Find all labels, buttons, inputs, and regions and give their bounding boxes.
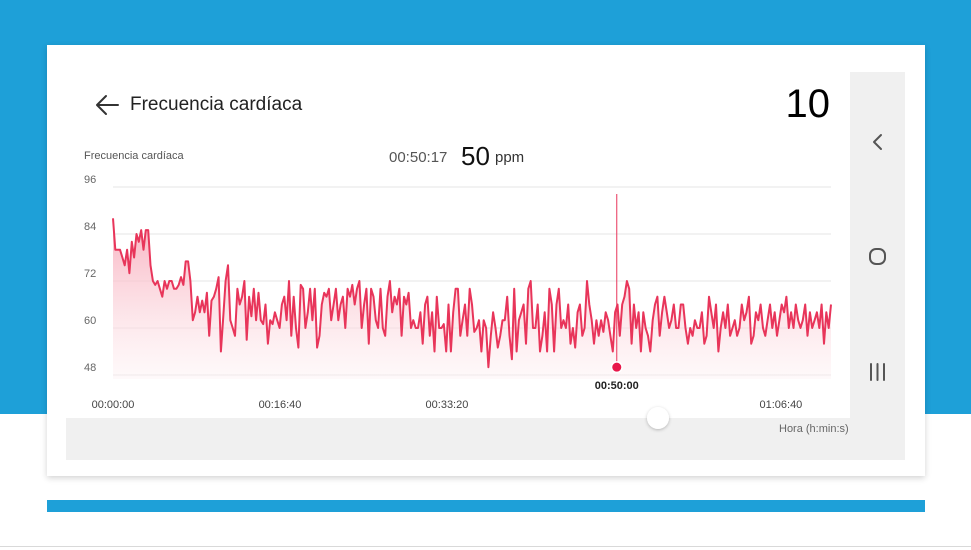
y-tick-label: 96: [84, 174, 96, 186]
nav-home-button[interactable]: [850, 237, 905, 277]
phone-screen: 96 84 72 60 48 00:00:00 00:16:40 00:33:20 01:06…: [66, 72, 905, 460]
y-tick-label: 72: [84, 268, 96, 280]
x-tick-label: 00:16:40: [259, 399, 302, 411]
readout-unit: ppm: [495, 149, 525, 166]
selected-point: [612, 362, 622, 372]
navigation-bar: [850, 72, 905, 460]
page-title: Frecuencia cardíaca: [130, 94, 303, 115]
x-axis-title: Hora (h:min:s): [779, 423, 849, 435]
x-tick-label: 01:06:40: [759, 399, 802, 411]
x-tick-label: 00:00:00: [92, 399, 135, 411]
heart-rate-chart: 96 84 72 60 48 00:00:00 00:16:40 00:33:20 01:06…: [84, 174, 832, 429]
circle-home-icon: [869, 248, 886, 265]
page-number: 10: [785, 82, 831, 126]
nav-back-button[interactable]: [850, 122, 905, 162]
y-tick-label: 84: [84, 221, 96, 233]
y-tick-label: 48: [84, 362, 96, 374]
nav-recent-apps-button[interactable]: [850, 352, 905, 392]
blue-accent-bar: [47, 500, 925, 512]
back-button[interactable]: [94, 94, 120, 116]
bottom-divider: [0, 546, 971, 547]
readout-time: 00:50:17: [389, 149, 448, 166]
bottom-gray-strip: [66, 418, 850, 460]
scrubber-handle[interactable]: [647, 407, 669, 429]
x-tick-label: 00:33:20: [426, 399, 469, 411]
recent-apps-icon: [870, 363, 885, 381]
selected-x-label: 00:50:00: [595, 380, 639, 392]
arrow-left-icon: [96, 95, 119, 115]
readout-value: 50: [461, 141, 490, 171]
chevron-left-icon: [873, 134, 882, 150]
series-line: [112, 218, 832, 369]
y-tick-label: 60: [84, 315, 96, 327]
chart-label: Frecuencia cardíaca: [84, 150, 184, 162]
device-card: 96 84 72 60 48 00:00:00 00:16:40 00:33:20 01:06…: [47, 45, 925, 476]
